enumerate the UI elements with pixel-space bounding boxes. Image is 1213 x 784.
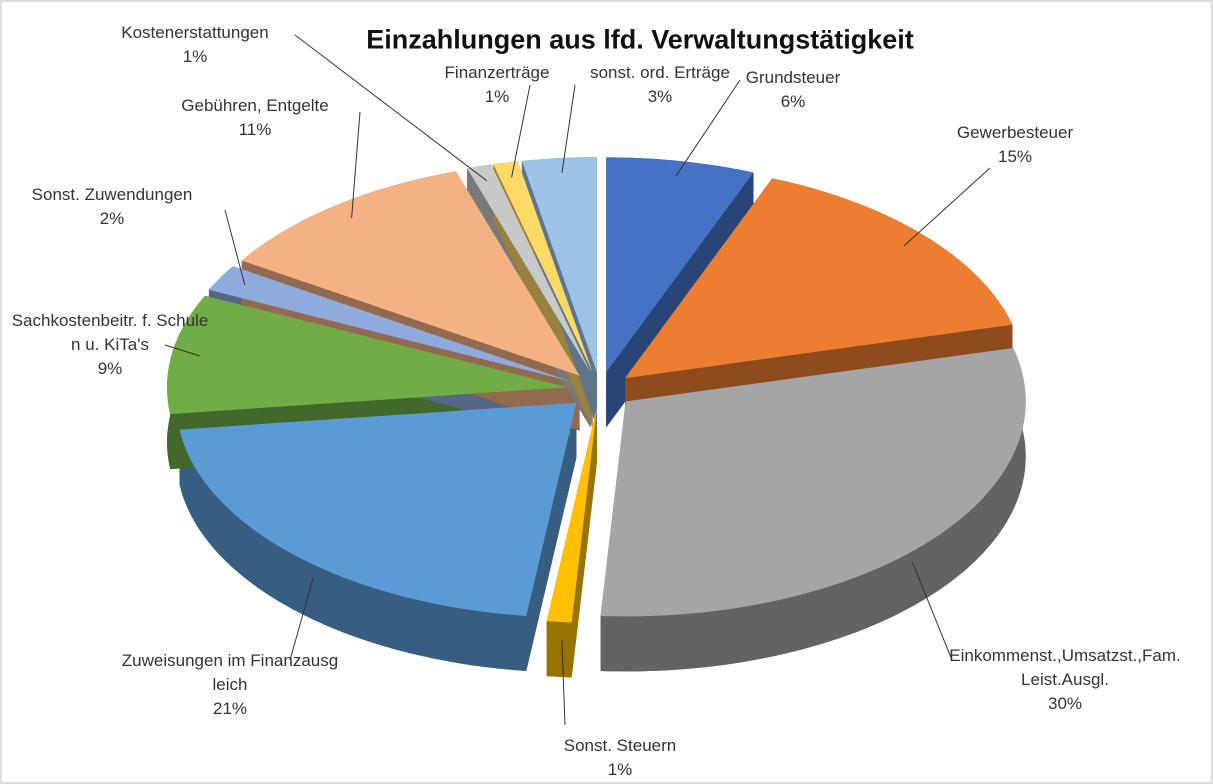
slice-name: Einkommenst.,Umsatzst.,Fam.Leist.Ausgl.: [949, 646, 1181, 689]
leader-line: [561, 84, 576, 174]
leader-line: [903, 167, 991, 247]
slice-name: Gebühren, Entgelte: [181, 96, 329, 115]
slice-name: Gewerbesteuer: [956, 123, 1074, 142]
slice-name: Sonst. Zuwendungen: [31, 185, 193, 204]
leader-line: [289, 576, 314, 661]
slice-label: Gebühren, Entgelte 11%: [155, 94, 355, 142]
slice: [625, 178, 1013, 379]
slice-value: 21%: [212, 699, 248, 718]
slice-tops: [167, 157, 1026, 623]
slice-name: Finanzerträge: [444, 63, 550, 82]
leader-line: [164, 344, 200, 357]
slice-name: Grundsteuer: [745, 68, 841, 87]
slice-label: Einkommenst.,Umsatzst.,Fam.Leist.Ausgl. 3…: [945, 644, 1185, 716]
slice-name: Kostenerstattungen: [121, 23, 269, 42]
slice-label: sonst. ord. Erträge 3%: [590, 61, 730, 109]
slice: [521, 157, 597, 373]
leader-line: [294, 34, 488, 182]
slice-label: Kostenerstattungen 1%: [85, 21, 305, 69]
slice-name: sonst. ord. Erträge: [590, 63, 730, 82]
leader-line: [561, 639, 566, 726]
slice-name: Sachkostenbeitr. f. Schulen u. KiTa's: [11, 311, 209, 354]
slice-edge: [526, 402, 577, 671]
slice-label: Sonst. Steuern 1%: [520, 734, 720, 782]
slice: [179, 402, 577, 616]
slice: [167, 295, 568, 415]
leader-line: [511, 84, 531, 178]
slice-value: 3%: [647, 87, 673, 106]
slice-value: 1%: [182, 47, 208, 66]
slice: [208, 266, 571, 382]
slice-name: Sonst. Steuern: [563, 736, 677, 755]
slice-label: Gewerbesteuer 15%: [925, 121, 1105, 169]
leader-line: [675, 79, 741, 177]
slice-label: Sachkostenbeitr. f. Schulen u. KiTa's 9%: [10, 309, 210, 381]
slice-label: Sonst. Zuwendungen 2%: [2, 183, 222, 231]
slice: [546, 407, 597, 623]
slice-label: Finanzerträge 1%: [437, 61, 557, 109]
slice-value: 6%: [780, 92, 806, 111]
slice-name: Zuweisungen im Finanzausgleich: [121, 651, 339, 694]
slice: [467, 164, 591, 373]
slice-value: 9%: [97, 359, 123, 378]
leader-line: [351, 111, 361, 218]
slice: [241, 171, 580, 376]
slice-value: 1%: [607, 760, 633, 779]
slice-value: 11%: [238, 120, 272, 139]
slice-value: 30%: [1047, 694, 1083, 713]
leader-line: [224, 209, 246, 286]
slice-label: Grundsteuer 6%: [718, 66, 868, 114]
slice-wall: [179, 429, 527, 671]
slice-label: Zuweisungen im Finanzausgleich 21%: [120, 649, 340, 721]
slice-value: 2%: [99, 209, 125, 228]
slice-value: 15%: [997, 147, 1033, 166]
slice-wall: [600, 348, 1026, 672]
chart-title: Einzahlungen aus lfd. Verwaltungstätigke…: [366, 24, 914, 55]
slice: [493, 161, 593, 373]
leader-line: [911, 561, 953, 661]
slice: [600, 348, 1026, 617]
slice-value: 1%: [484, 87, 510, 106]
slice: [606, 157, 754, 373]
